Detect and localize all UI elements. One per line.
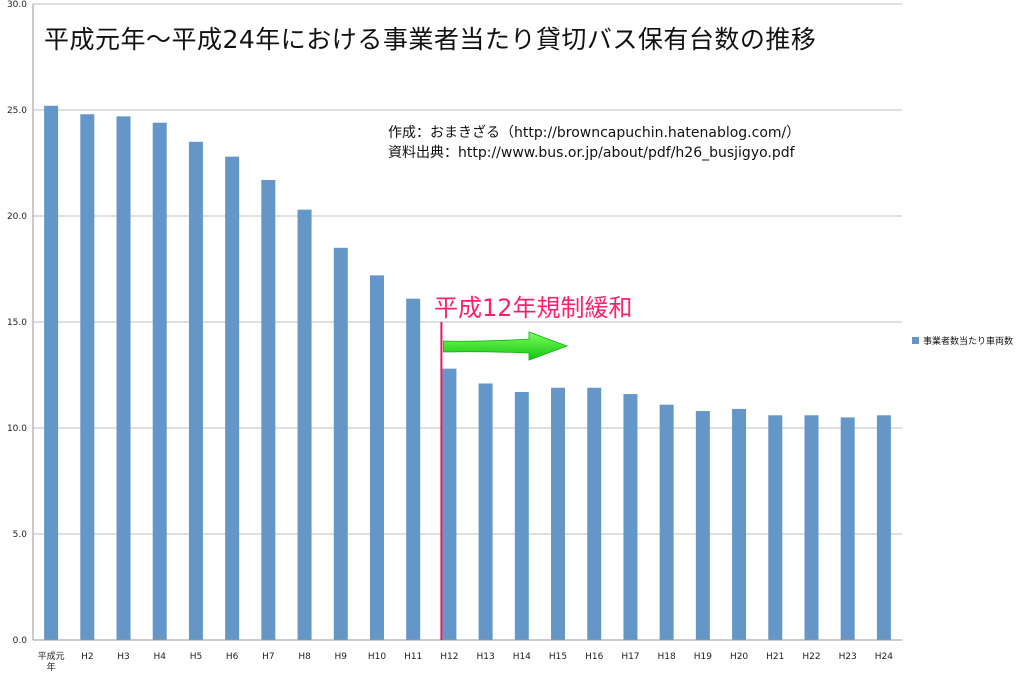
x-tick-label: H5: [190, 652, 203, 662]
bars: [44, 105, 891, 641]
deregulation-annotation: 平成12年規制緩和: [434, 294, 633, 322]
bar: [659, 404, 674, 640]
bar: [406, 298, 421, 640]
x-tick-label: H21: [766, 652, 784, 662]
x-tick-label: H12: [440, 652, 458, 662]
bar: [152, 122, 167, 641]
bar: [514, 391, 529, 640]
regulation-marker: [440, 322, 569, 640]
y-tick-label: 15.0: [7, 318, 27, 328]
bar: [876, 415, 891, 640]
credit-author: 作成：おまきざる（http://browncapuchin.hatenablog…: [388, 125, 801, 141]
x-tick-label: H20: [730, 652, 748, 662]
bar: [369, 275, 384, 640]
x-tick-label: H24: [875, 652, 893, 662]
x-tick-label: H6: [226, 652, 239, 662]
bar: [478, 383, 493, 640]
x-tick-label: H14: [513, 652, 531, 662]
bar: [116, 116, 131, 641]
bar: [551, 387, 566, 640]
x-tick-label: H13: [476, 652, 494, 662]
x-tick-label: 平成元年: [38, 650, 65, 673]
x-tick-label: H2: [81, 652, 94, 662]
bar: [297, 209, 312, 640]
x-tick-label: H3: [117, 652, 130, 662]
bar: [44, 105, 59, 640]
bar: [225, 156, 240, 640]
x-tick-label: H17: [621, 652, 639, 662]
trend-arrow: [442, 331, 569, 361]
bar: [188, 141, 203, 641]
y-tick-label: 30.0: [7, 0, 27, 10]
bar: [442, 368, 457, 640]
x-tick-label: H23: [839, 652, 857, 662]
bar: [587, 387, 602, 640]
x-tick-label: H8: [298, 652, 311, 662]
bar: [840, 417, 855, 640]
x-tick-label: H11: [404, 652, 422, 662]
chart-title: 平成元年〜平成24年における事業者当たり貸切バス保有台数の推移: [44, 25, 817, 54]
x-tick-label: H15: [549, 652, 567, 662]
y-tick-label: 25.0: [7, 106, 27, 116]
y-tick-label: 5.0: [13, 530, 28, 540]
x-tick-label: H18: [658, 652, 676, 662]
x-tick-label: H22: [802, 652, 820, 662]
y-tick-label: 10.0: [7, 424, 27, 434]
gridlines: [33, 3, 902, 641]
bar: [80, 114, 95, 641]
bar: [333, 247, 348, 641]
y-tick-label: 20.0: [7, 212, 27, 222]
legend-label: 事業者数当たり車両数: [923, 337, 1014, 347]
x-tick-label: H4: [153, 652, 166, 662]
bar: [695, 411, 710, 640]
bar: [804, 415, 819, 640]
bar: [261, 179, 276, 640]
x-tick-label: H7: [262, 652, 275, 662]
bar: [623, 394, 638, 640]
x-tick-label: H9: [335, 652, 348, 662]
credit-source: 資料出典：http://www.bus.or.jp/about/pdf/h26_…: [388, 145, 795, 161]
y-tick-label: 0.0: [13, 636, 28, 646]
x-tick-label: H19: [694, 652, 712, 662]
x-tick-label: H10: [368, 652, 386, 662]
x-tick-label: H16: [585, 652, 603, 662]
y-axis: 0.0 5.0 10.0 15.0 20.0 25.0 30.0: [7, 0, 34, 646]
bar: [768, 415, 783, 640]
x-axis: 平成元年 H2 H3 H4 H5 H6 H7 H8 H9 H10 H11 H12 H13 H14 H15 H1…: [33, 639, 902, 673]
legend: 事業者数当たり車両数: [912, 334, 1013, 347]
legend-swatch: [912, 337, 919, 344]
bar: [732, 408, 747, 640]
